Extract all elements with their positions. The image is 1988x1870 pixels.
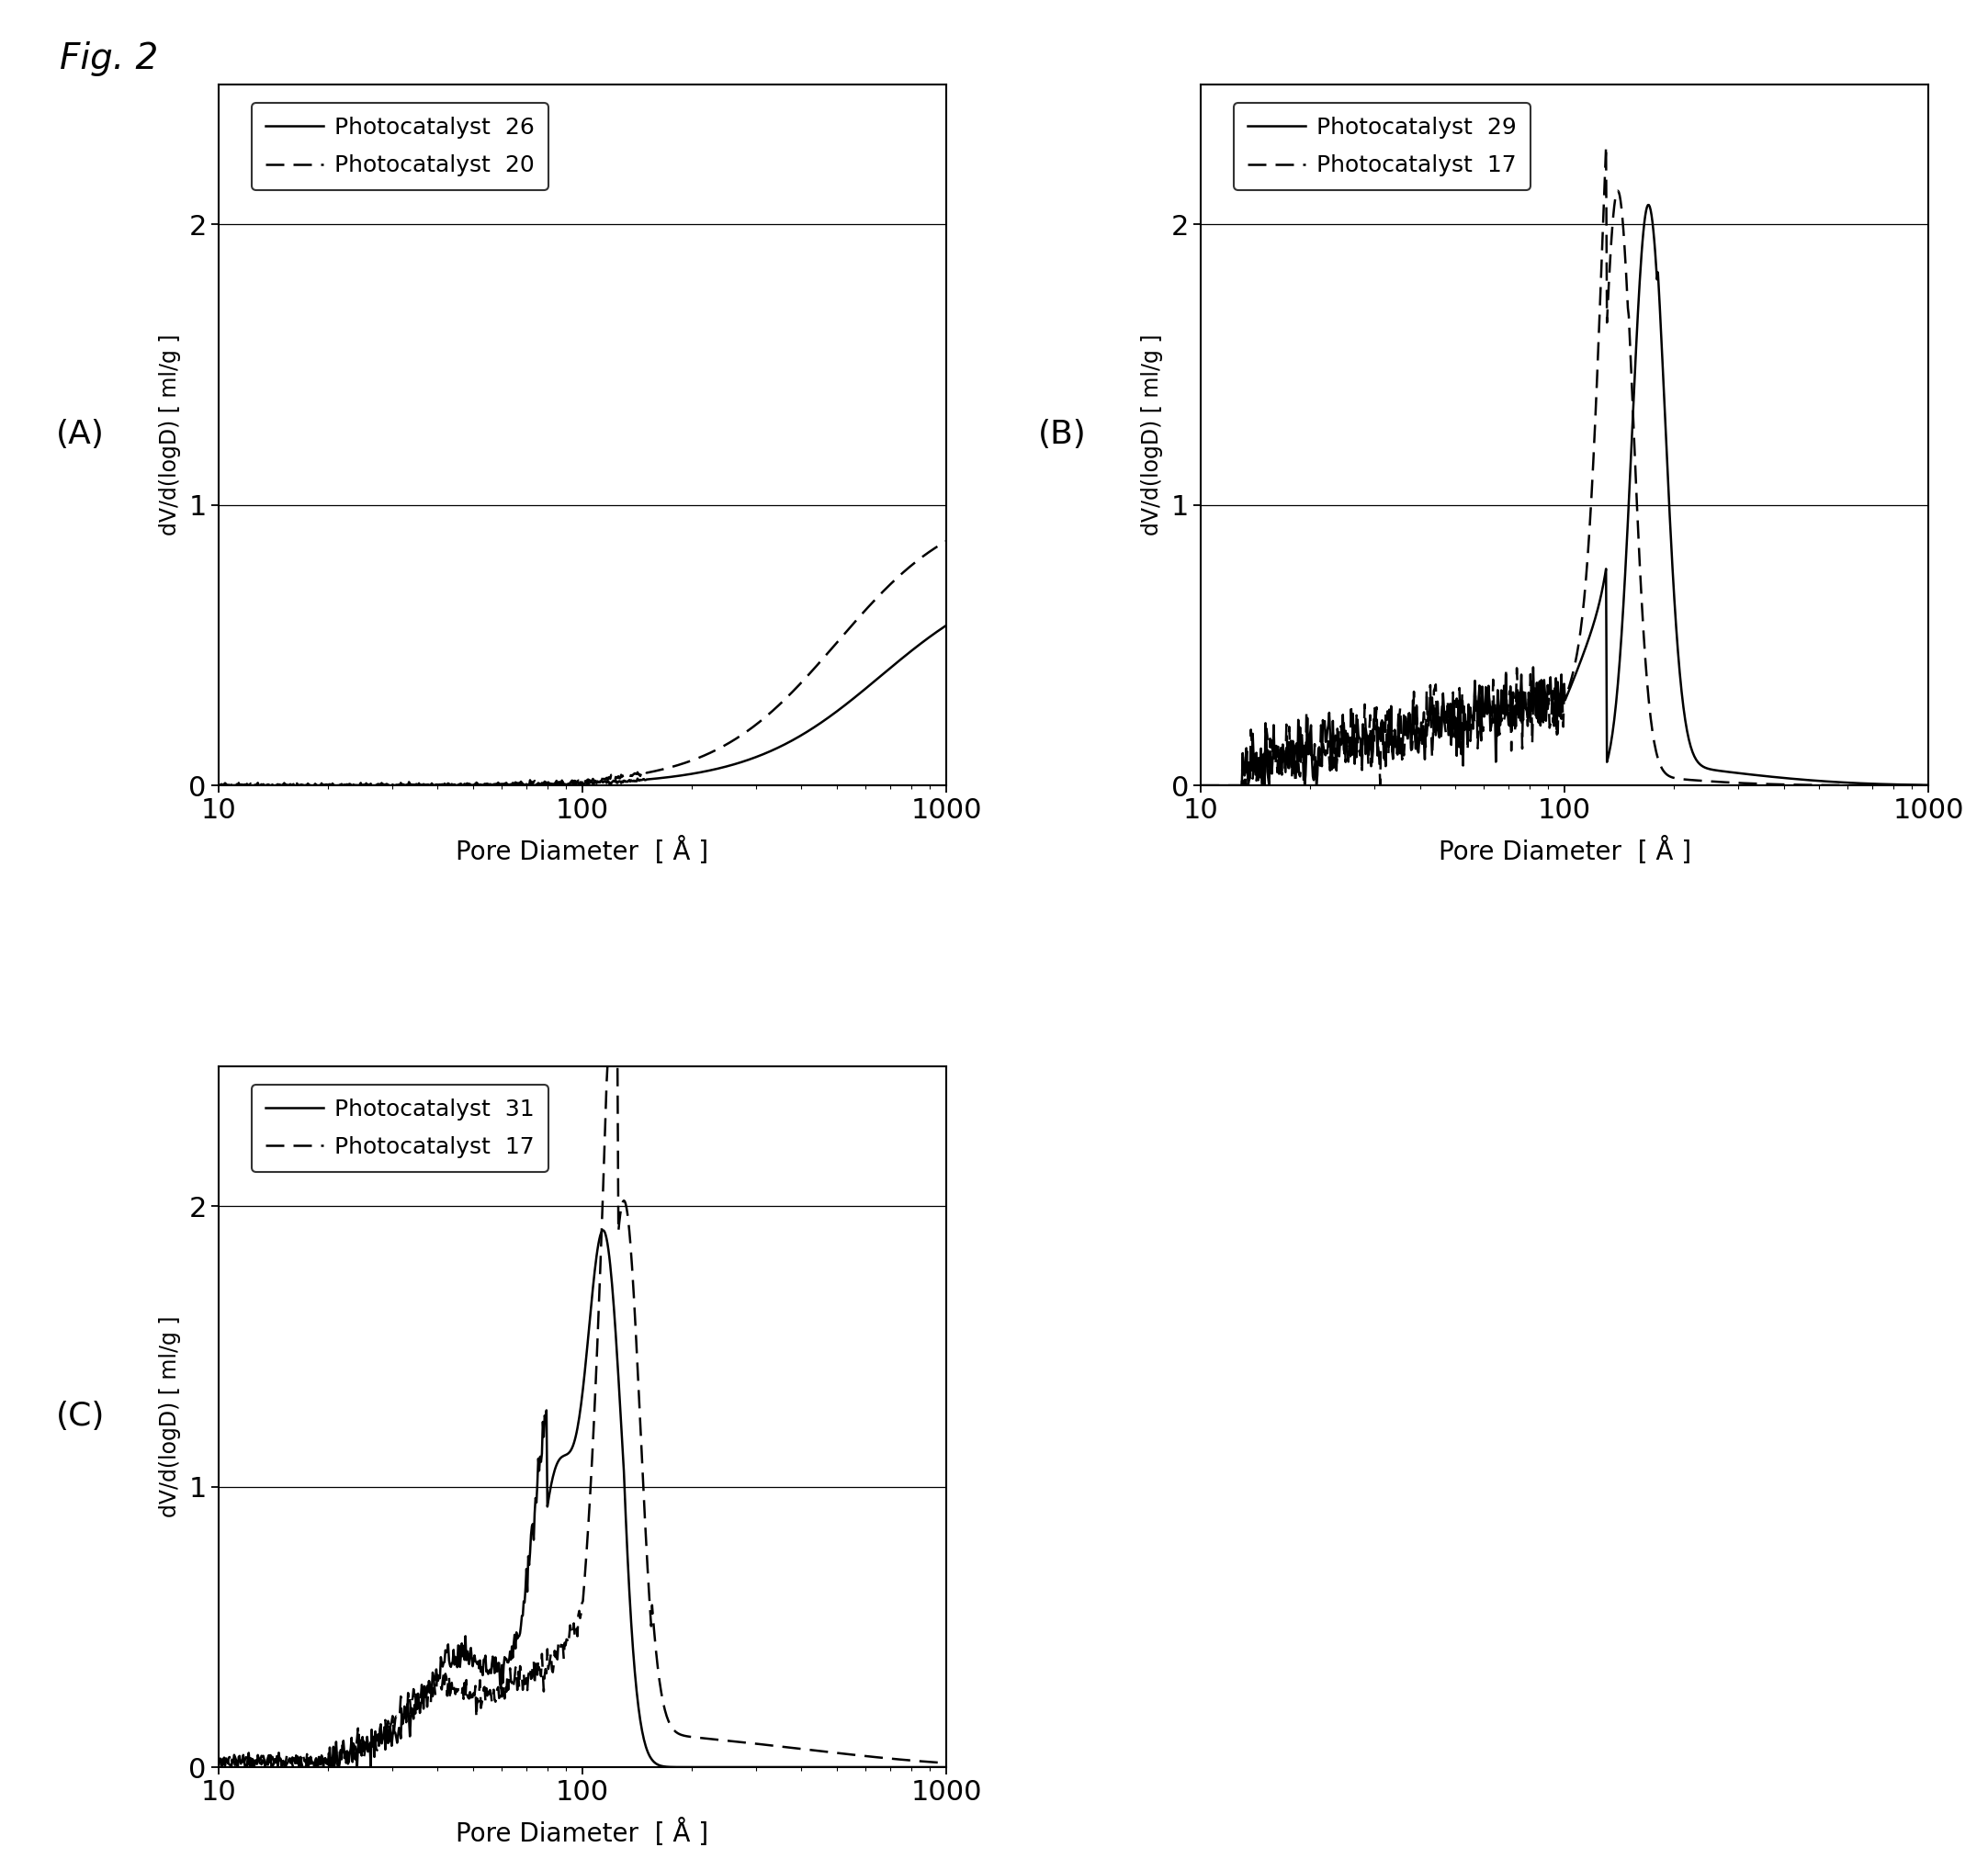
X-axis label: Pore Diameter  [ Å ]: Pore Diameter [ Å ] [455,838,710,866]
Text: (C): (C) [56,1401,105,1432]
Text: Fig. 2: Fig. 2 [60,41,159,77]
Text: (A): (A) [56,419,105,451]
Legend: Photocatalyst  29, Photocatalyst  17: Photocatalyst 29, Photocatalyst 17 [1235,103,1531,191]
Legend: Photocatalyst  26, Photocatalyst  20: Photocatalyst 26, Photocatalyst 20 [252,103,549,191]
Y-axis label: dV/d(logD) [ ml/g ]: dV/d(logD) [ ml/g ] [1141,335,1163,535]
Y-axis label: dV/d(logD) [ ml/g ]: dV/d(logD) [ ml/g ] [159,335,181,535]
Legend: Photocatalyst  31, Photocatalyst  17: Photocatalyst 31, Photocatalyst 17 [252,1085,549,1172]
X-axis label: Pore Diameter  [ Å ]: Pore Diameter [ Å ] [1437,838,1692,866]
X-axis label: Pore Diameter  [ Å ]: Pore Diameter [ Å ] [455,1820,710,1848]
Y-axis label: dV/d(logD) [ ml/g ]: dV/d(logD) [ ml/g ] [159,1316,181,1517]
Text: (B): (B) [1038,419,1087,451]
